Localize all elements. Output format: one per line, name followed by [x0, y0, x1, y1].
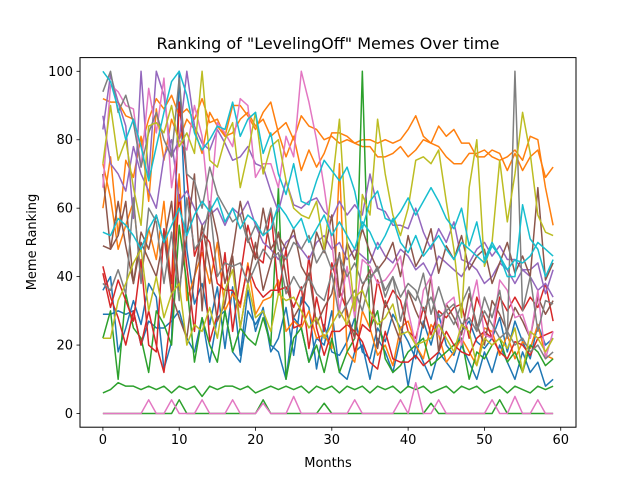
series-line-7	[102, 70, 554, 381]
chart-title: Ranking of "LevelingOff" Memes Over time	[157, 34, 500, 53]
series-line-16	[102, 70, 554, 339]
x-tick-label: 40	[400, 433, 417, 448]
series-line-21	[102, 197, 554, 271]
series-line-18	[102, 70, 554, 319]
series-line-8	[102, 193, 554, 374]
series-line-20	[102, 70, 554, 278]
series-line-14	[102, 381, 554, 415]
x-tick-label: 10	[171, 433, 188, 448]
x-axis-label: Months	[304, 456, 352, 471]
series-line-13	[102, 173, 554, 312]
x-tick-label: 30	[324, 433, 341, 448]
y-axis-label: Meme Ranking	[25, 194, 40, 291]
x-axis: 0 10 20 30 40 50 60	[99, 427, 569, 448]
x-tick-label: 60	[552, 433, 569, 448]
y-tick-label: 20	[56, 339, 73, 354]
y-tick-label: 60	[56, 202, 73, 217]
series-line-5	[102, 381, 554, 398]
y-tick-label: 100	[48, 65, 73, 80]
series-line-17	[102, 70, 554, 360]
series-line-11	[102, 115, 554, 298]
series-line-9	[102, 101, 554, 353]
y-tick-label: 0	[65, 407, 73, 422]
y-tick-label: 80	[56, 133, 73, 148]
series-line-19	[102, 248, 554, 374]
y-tick-label: 40	[56, 270, 73, 285]
x-tick-label: 0	[99, 433, 107, 448]
y-axis: 0 20 40 60 80 100	[48, 65, 80, 422]
x-tick-label: 20	[247, 433, 264, 448]
x-tick-label: 50	[476, 433, 493, 448]
plot-area	[102, 70, 554, 415]
axes-frame	[79, 57, 577, 428]
